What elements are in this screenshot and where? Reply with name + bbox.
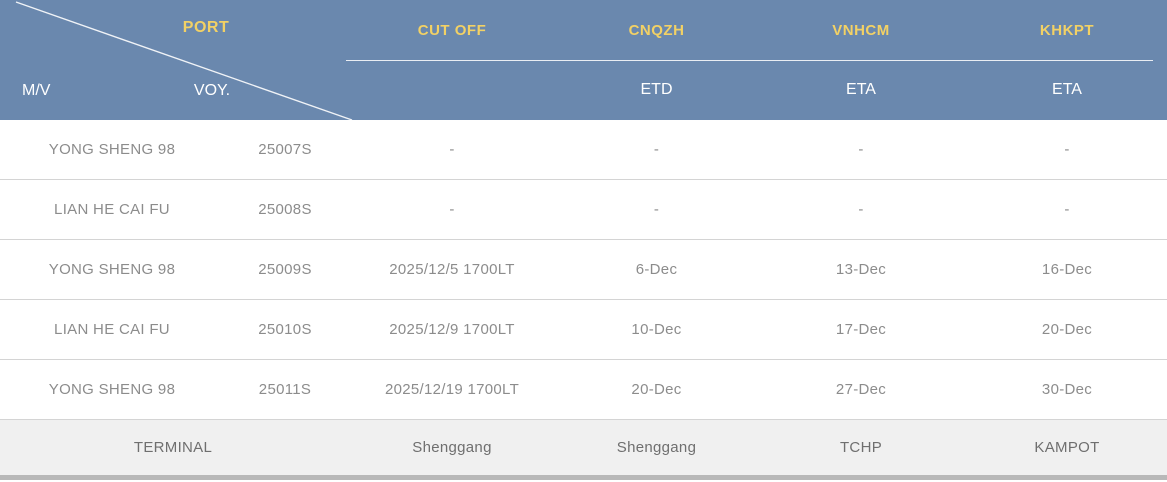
- voyage-number: 25011S: [258, 381, 312, 398]
- khkpt-eta-value: 30-Dec: [1041, 381, 1093, 398]
- voyage-number: 25007S: [258, 141, 312, 158]
- terminal-label: TERMINAL: [133, 439, 213, 456]
- table-header: PORT M/V VOY. CUT OFF CNQZH VNHCM KHKPT …: [0, 0, 1167, 121]
- cutoff-value: 2025/12/19 1700LT: [384, 381, 520, 398]
- table-row: YONG SHENG 98 25007S - - - -: [0, 120, 1167, 180]
- khkpt-eta-value: 16-Dec: [1041, 261, 1093, 278]
- cutoff-value: -: [449, 141, 455, 158]
- table-row: YONG SHENG 98 25009S 2025/12/5 1700LT 6-…: [0, 240, 1167, 300]
- column-header-cutoff: CUT OFF: [417, 21, 487, 39]
- vessel-name: LIAN HE CAI FU: [54, 321, 170, 338]
- cutoff-value: -: [449, 201, 455, 218]
- cutoff-value: 2025/12/5 1700LT: [389, 261, 515, 278]
- subheader-eta-vnhcm: ETA: [846, 81, 876, 98]
- header-sub-divider: [346, 60, 1153, 61]
- voy-header-label: VOY.: [193, 82, 231, 99]
- cnqzh-etd-value: 10-Dec: [631, 321, 682, 338]
- voyage-number: 25010S: [258, 321, 312, 338]
- voyage-number: 25009S: [258, 261, 312, 278]
- cnqzh-etd-value: -: [653, 201, 660, 218]
- terminal-vnhcm: TCHP: [839, 439, 883, 456]
- column-header-vnhcm: VNHCM: [832, 21, 890, 39]
- diagonal-divider-line: [15, 1, 353, 121]
- vessel-name: YONG SHENG 98: [48, 381, 176, 398]
- port-header-label: PORT: [182, 19, 230, 36]
- terminal-cutoff: Shenggang: [412, 439, 492, 456]
- column-header-khkpt: KHKPT: [1039, 21, 1095, 39]
- subheader-etd: ETD: [640, 81, 673, 98]
- khkpt-eta-value: -: [1064, 141, 1070, 158]
- table-row: LIAN HE CAI FU 25008S - - - -: [0, 180, 1167, 240]
- vessel-name: YONG SHENG 98: [48, 141, 176, 158]
- table-row: YONG SHENG 98 25011S 2025/12/19 1700LT 2…: [0, 360, 1167, 420]
- subheader-eta-khkpt: ETA: [1052, 81, 1082, 98]
- bottom-border-bar: [0, 475, 1167, 480]
- vnhcm-eta-value: -: [858, 141, 864, 158]
- vnhcm-eta-value: 17-Dec: [835, 321, 887, 338]
- khkpt-eta-value: -: [1064, 201, 1070, 218]
- vnhcm-eta-value: 13-Dec: [835, 261, 887, 278]
- cnqzh-etd-value: -: [653, 141, 660, 158]
- cutoff-value: 2025/12/9 1700LT: [389, 321, 515, 338]
- subheader-cutoff: [346, 60, 558, 120]
- table-row: LIAN HE CAI FU 25010S 2025/12/9 1700LT 1…: [0, 300, 1167, 360]
- mv-header-label: M/V: [22, 82, 51, 99]
- voyage-number: 25008S: [258, 201, 312, 218]
- cnqzh-etd-value: 6-Dec: [635, 261, 678, 278]
- vessel-name: YONG SHENG 98: [48, 261, 176, 278]
- vessel-name: LIAN HE CAI FU: [54, 201, 170, 218]
- vnhcm-eta-value: -: [858, 201, 864, 218]
- vnhcm-eta-value: 27-Dec: [835, 381, 887, 398]
- column-header-cnqzh: CNQZH: [628, 21, 685, 39]
- terminal-row: TERMINAL Shenggang Shenggang TCHP KAMPOT: [0, 420, 1167, 475]
- khkpt-eta-value: 20-Dec: [1041, 321, 1093, 338]
- cnqzh-etd-value: 20-Dec: [631, 381, 682, 398]
- terminal-cnqzh: Shenggang: [616, 439, 697, 456]
- corner-header-cell: PORT M/V VOY.: [0, 0, 353, 121]
- terminal-khkpt: KAMPOT: [1034, 439, 1100, 456]
